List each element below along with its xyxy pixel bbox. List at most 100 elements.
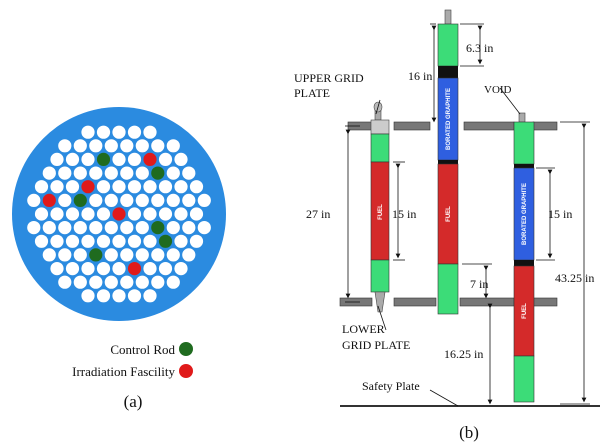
core-cell: [143, 289, 157, 303]
core-cell: [197, 221, 211, 235]
core-cell: [182, 248, 196, 262]
core-cell: [89, 166, 103, 180]
core-cell: [158, 152, 173, 166]
core-cell: [81, 180, 95, 194]
core-cell: [73, 193, 87, 207]
core-cell: [135, 275, 149, 289]
core-cell: [50, 152, 64, 166]
core-cell: [135, 166, 149, 180]
core-cell: [89, 248, 103, 262]
core-cell: [34, 207, 49, 221]
core-cell: [143, 262, 157, 276]
control-rod-right-top: [513, 121, 535, 165]
core-cell: [174, 207, 188, 221]
core-cell: [151, 275, 165, 289]
core-cell: [58, 166, 72, 180]
control-rod-middle-void: [438, 66, 458, 78]
core-cell: [65, 152, 80, 166]
core-cell: [120, 139, 134, 153]
core-cell: [89, 221, 103, 235]
dim-16-in: 16 in: [408, 69, 432, 83]
core-cell: [143, 207, 157, 221]
core-cell: [127, 262, 142, 276]
core-cell: [151, 166, 165, 180]
dim-15-in-graphite: 15 in: [548, 207, 572, 221]
core-cell: [189, 234, 204, 248]
core-cell: [27, 221, 41, 235]
core-cell: [89, 193, 103, 207]
core-cell: [127, 234, 142, 248]
legend-irradiation-swatch: [179, 364, 193, 378]
caption-a: (a): [124, 392, 143, 411]
legend-irradiation-label: Irradiation Fascility: [72, 364, 175, 379]
core-cell: [135, 221, 149, 235]
core-cell: [182, 193, 196, 207]
core-cell: [96, 234, 111, 248]
core-cell: [120, 248, 134, 262]
core-cell: [50, 180, 64, 194]
core-cell: [112, 125, 126, 139]
label-lower-grid-1: LOWER: [342, 322, 385, 336]
core-cell: [96, 125, 111, 139]
core-cell: [81, 152, 95, 166]
label-upper-grid-1: UPPER GRID: [294, 71, 364, 85]
core-cell: [27, 193, 41, 207]
core-cell: [104, 221, 118, 235]
core-cell: [65, 234, 80, 248]
core-cell: [174, 262, 188, 276]
core-cell: [151, 248, 165, 262]
core-cell: [58, 193, 72, 207]
core-cell: [158, 207, 173, 221]
dim-43-25-in: 43.25 in: [555, 271, 594, 285]
label-safety-plate: Safety Plate: [362, 379, 420, 393]
core-cell: [166, 221, 180, 235]
core-cell: [135, 248, 149, 262]
core-cell: [42, 193, 56, 207]
core-cell: [81, 262, 95, 276]
core-cell: [135, 193, 149, 207]
core-cell: [112, 180, 126, 194]
core-cell: [81, 125, 95, 139]
core-cell: [112, 152, 126, 166]
core-cell: [50, 207, 64, 221]
core-cell: [151, 221, 165, 235]
core-cell: [96, 152, 111, 166]
dimension-lines: [345, 23, 590, 407]
dim-6-3-in: 6.3 in: [466, 41, 493, 55]
core-cell: [166, 193, 180, 207]
core-cell: [166, 248, 180, 262]
core-cell: [120, 221, 134, 235]
core-cell: [58, 139, 72, 153]
core-cell: [127, 180, 142, 194]
core-cell: [112, 207, 126, 221]
core-cell: [158, 234, 173, 248]
core-cell: [34, 234, 49, 248]
control-rod-middle-follower: [437, 263, 459, 315]
core-cell: [81, 289, 95, 303]
control-rod-right-fuel-label: FUEL: [522, 303, 528, 319]
core-cell: [174, 152, 188, 166]
core-cell: [182, 166, 196, 180]
core-cell: [120, 193, 134, 207]
control-rod-right-follower: [513, 355, 535, 403]
dim-27-in: 27 in: [306, 207, 330, 221]
core-cell: [73, 139, 87, 153]
core-cell: [158, 262, 173, 276]
rod-diagram: FUEL BORATED GRAPHITE FUEL BORATED GRAPH…: [294, 9, 600, 442]
core-cell: [135, 139, 149, 153]
core-cell: [73, 248, 87, 262]
control-rod-middle-top: [437, 23, 459, 67]
core-cell: [42, 248, 56, 262]
core-cell: [127, 125, 142, 139]
label-lower-grid-2: GRID PLATE: [342, 338, 410, 352]
control-rod-right: BORATED GRAPHITE FUEL: [513, 112, 535, 403]
core-cell: [73, 166, 87, 180]
core-cell: [151, 139, 165, 153]
core-cell: [189, 207, 204, 221]
core-cell: [58, 275, 72, 289]
legend-control-rod-label: Control Rod: [110, 342, 175, 357]
core-cell: [65, 207, 80, 221]
dim-7-in: 7 in: [470, 277, 488, 291]
core-cell: [58, 248, 72, 262]
core-cell: [151, 193, 165, 207]
